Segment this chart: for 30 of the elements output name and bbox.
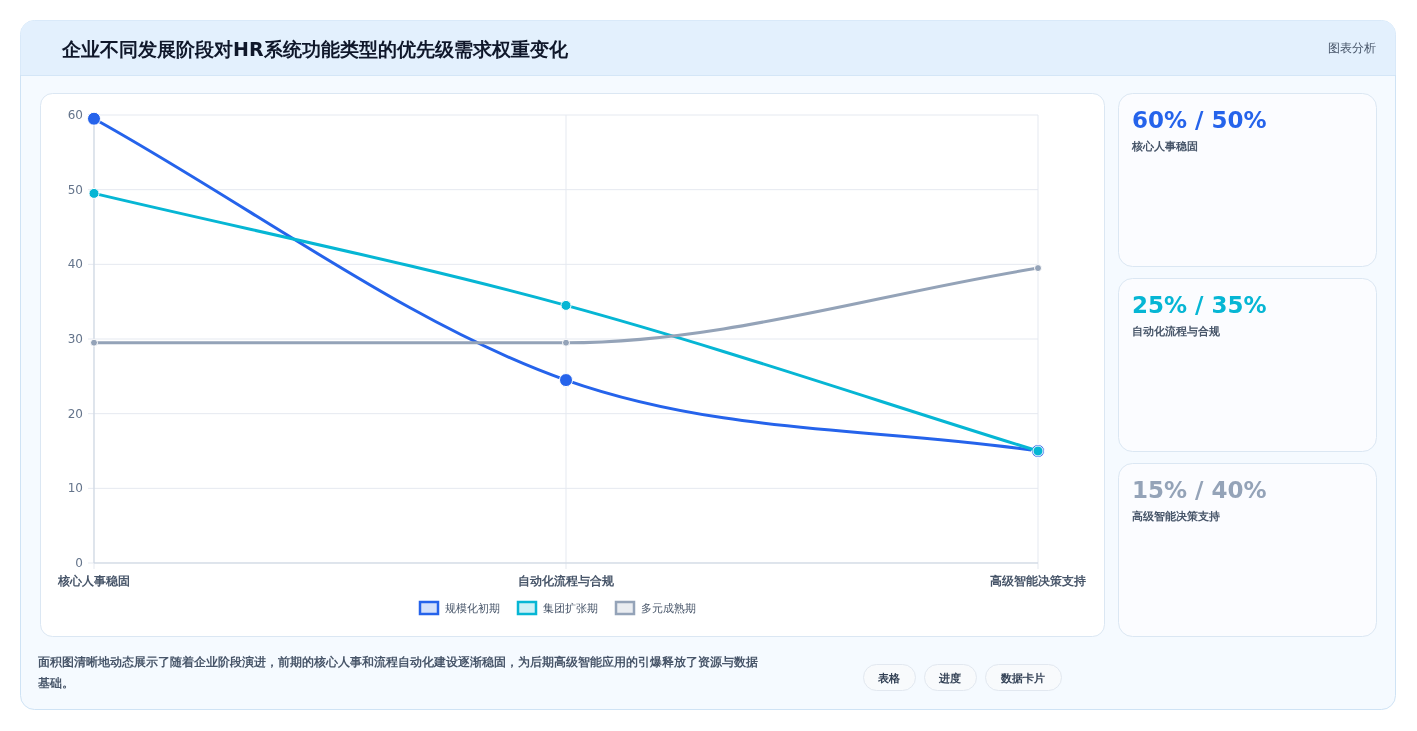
x-tick-label: 自动化流程与合规 (518, 574, 615, 588)
chart-title: 企业不同发展阶段对HR系统功能类型的优先级需求权重变化 (61, 38, 569, 60)
text: 数据卡片 (1000, 672, 1045, 685)
point (559, 373, 573, 388)
text: 高级智能决策支持 (1132, 510, 1220, 523)
x-tick-label: 核心人事稳固 (57, 574, 130, 588)
point (1034, 264, 1042, 273)
y-tick-label: 50 (67, 182, 83, 197)
text: 进度 (938, 672, 961, 685)
category-label: 25% / 35% (1132, 292, 1267, 318)
text: 表格 (877, 672, 901, 685)
legend-label: 集团扩张期 (543, 602, 598, 615)
y-tick-label: 60 (67, 108, 83, 122)
point (87, 111, 101, 126)
text: 核心人事稳固 (1131, 140, 1198, 153)
y-tick-label: 10 (67, 481, 83, 496)
legend-label: 多元成熟期 (641, 602, 696, 615)
point (560, 299, 572, 311)
text: 自动化流程与合规 (1132, 325, 1221, 338)
text: 面积图清晰地动态展示了随着企业阶段演进，前期的核心人事和流程自动化建设逐渐稳固，为后期高级智能应用的引爆释放了资源与数据基础。 (37, 655, 758, 690)
category-label: 60% / 50% (1132, 107, 1267, 133)
point (562, 338, 570, 347)
y-tick-label: 30 (67, 332, 83, 346)
y-tick-label: 40 (67, 257, 83, 272)
text: 图表分析 (1328, 41, 1376, 55)
legend-label: 规模化初期 (445, 602, 500, 615)
category-label: 15% / 40% (1132, 477, 1267, 503)
y-tick-label: 0 (75, 556, 83, 570)
x-tick-label: 高级智能决策支持 (990, 574, 1086, 588)
y-tick-label: 20 (67, 406, 83, 421)
